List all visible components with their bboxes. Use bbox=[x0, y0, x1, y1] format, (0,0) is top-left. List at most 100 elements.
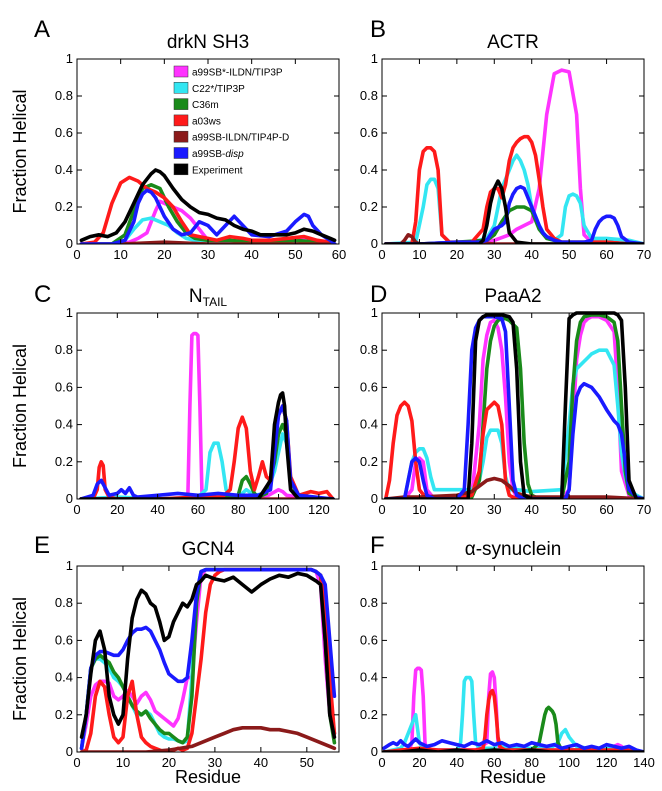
x-tick-label: 0 bbox=[73, 247, 80, 262]
series-line-a99sb-disp bbox=[79, 567, 337, 751]
series-line-c22-tip3p bbox=[383, 153, 644, 244]
series-line-experiment bbox=[382, 748, 644, 752]
y-tick-label: 0.6 bbox=[360, 125, 378, 140]
plot-frame bbox=[381, 565, 645, 753]
y-tick-label: 0.6 bbox=[55, 125, 73, 140]
x-tick-label: 60 bbox=[332, 247, 346, 262]
x-tick-label: 70 bbox=[637, 502, 651, 517]
y-tick-label: 0.4 bbox=[55, 670, 73, 685]
plot-frame bbox=[381, 58, 645, 245]
y-tick-label: 0.8 bbox=[55, 595, 73, 610]
y-tick-label: 1 bbox=[66, 51, 73, 66]
x-axis-label: Residue bbox=[175, 767, 241, 787]
legend: a99SB*-ILDN/TIP3P C22*/TIP3P C36m a03ws a99S… bbox=[173, 65, 289, 176]
legend-label: a03ws bbox=[192, 116, 221, 127]
x-tick-label: 20 bbox=[450, 247, 464, 262]
x-tick-label: 20 bbox=[162, 755, 176, 770]
panel-letter: A bbox=[34, 16, 50, 43]
legend-swatch bbox=[173, 163, 189, 176]
plot-frame bbox=[381, 312, 645, 500]
plot-frame bbox=[76, 565, 340, 753]
series-group bbox=[79, 567, 337, 752]
x-tick-label: 40 bbox=[450, 755, 464, 770]
x-tick-label: 50 bbox=[288, 247, 302, 262]
x-tick-label: 60 bbox=[599, 247, 613, 262]
y-tick-label: 0.4 bbox=[55, 162, 73, 177]
x-tick-label: 20 bbox=[157, 247, 171, 262]
y-tick-label: 0.8 bbox=[360, 88, 378, 103]
y-tick-label: 0.4 bbox=[55, 417, 73, 432]
x-tick-label: 0 bbox=[378, 502, 385, 517]
panel-letter: B bbox=[370, 16, 386, 43]
panel-title: GCN4 bbox=[182, 539, 235, 560]
panel-title: PaaA2 bbox=[484, 286, 541, 307]
legend-label: a99SB-ILDN/TIP4P-D bbox=[192, 133, 289, 144]
series-line-a99sb-ildn-tip3p bbox=[383, 314, 644, 499]
panel-title-subscript: TAIL bbox=[203, 295, 228, 309]
y-tick-label: 0.4 bbox=[360, 417, 378, 432]
legend-label: C22*/TIP3P bbox=[192, 84, 245, 95]
legend-swatch bbox=[173, 147, 189, 159]
x-tick-label: 40 bbox=[150, 502, 164, 517]
legend-label-plain: a99SB- bbox=[192, 149, 225, 160]
y-tick-label: 0.2 bbox=[360, 199, 378, 214]
legend-label-italic: disp bbox=[225, 149, 244, 160]
series-line-a99sb-disp bbox=[382, 737, 644, 752]
panel-letter: F bbox=[370, 532, 385, 559]
series-line-experiment bbox=[383, 179, 644, 244]
panel-title: drkN SH3 bbox=[167, 32, 249, 53]
y-tick-label: 0.6 bbox=[55, 379, 73, 394]
panel-e: E GCN4 0 10 20 30 40 50 0 0.2 0.4 0.6 0.8 1 Fraction H… bbox=[10, 532, 340, 787]
y-tick-label: 1 bbox=[371, 305, 378, 320]
y-tick-label: 0.8 bbox=[360, 595, 378, 610]
series-group bbox=[382, 666, 644, 752]
x-tick-label: 80 bbox=[231, 502, 245, 517]
panel-letter: C bbox=[34, 281, 51, 308]
y-tick-label: 0.8 bbox=[55, 88, 73, 103]
y-axis-label: Fraction Helical bbox=[10, 344, 30, 468]
x-tick-label: 50 bbox=[562, 247, 576, 262]
panel-title: α-synuclein bbox=[465, 539, 562, 560]
series-line-a99sb-disp bbox=[383, 184, 644, 244]
series-line-a99sb-ildn-tip3p bbox=[382, 666, 644, 752]
panel-c: C NTAIL 0 20 40 60 80 100 120 0 0.2 0.4 0.6 0.8 1 Fract… bbox=[10, 281, 340, 517]
series-line-a03ws bbox=[383, 400, 644, 499]
panel-b: B ACTR 0 10 20 30 40 50 60 70 0 0.2 0.4 0.6 0.8 1 bbox=[360, 16, 651, 262]
x-tick-label: 20 bbox=[412, 755, 426, 770]
y-tick-label: 0.6 bbox=[360, 379, 378, 394]
y-tick-label: 0 bbox=[371, 236, 378, 251]
x-tick-label: 30 bbox=[487, 247, 501, 262]
series-line-a99sb-disp bbox=[383, 314, 644, 499]
x-tick-label: 100 bbox=[558, 755, 580, 770]
series-line-c22-tip3p bbox=[382, 675, 644, 752]
x-tick-label: 40 bbox=[524, 502, 538, 517]
series-line-experiment bbox=[79, 168, 337, 243]
y-tick-label: 0.2 bbox=[360, 707, 378, 722]
x-tick-label: 30 bbox=[208, 755, 222, 770]
series-group bbox=[383, 311, 644, 499]
legend-swatch bbox=[173, 65, 189, 78]
x-tick-label: 50 bbox=[300, 755, 314, 770]
y-tick-label: 0 bbox=[66, 491, 73, 506]
x-tick-label: 70 bbox=[637, 247, 651, 262]
y-tick-label: 1 bbox=[66, 305, 73, 320]
plot-frame bbox=[76, 312, 340, 500]
legend-label: a99SB*-ILDN/TIP3P bbox=[192, 68, 283, 79]
x-tick-label: 40 bbox=[254, 755, 268, 770]
x-axis-label: Residue bbox=[480, 767, 546, 787]
panel-title-main: N bbox=[189, 286, 203, 307]
series-line-experiment bbox=[79, 391, 335, 499]
y-tick-label: 0.2 bbox=[360, 454, 378, 469]
x-tick-label: 10 bbox=[113, 247, 127, 262]
y-tick-label: 0 bbox=[66, 236, 73, 251]
x-tick-label: 140 bbox=[633, 755, 655, 770]
legend-swatch bbox=[173, 98, 189, 110]
panel-title: ACTR bbox=[487, 32, 539, 53]
series-line-experiment bbox=[79, 571, 337, 739]
y-tick-label: 0.6 bbox=[55, 632, 73, 647]
y-tick-label: 1 bbox=[371, 558, 378, 573]
y-tick-label: 0.4 bbox=[360, 670, 378, 685]
y-tick-label: 1 bbox=[66, 558, 73, 573]
